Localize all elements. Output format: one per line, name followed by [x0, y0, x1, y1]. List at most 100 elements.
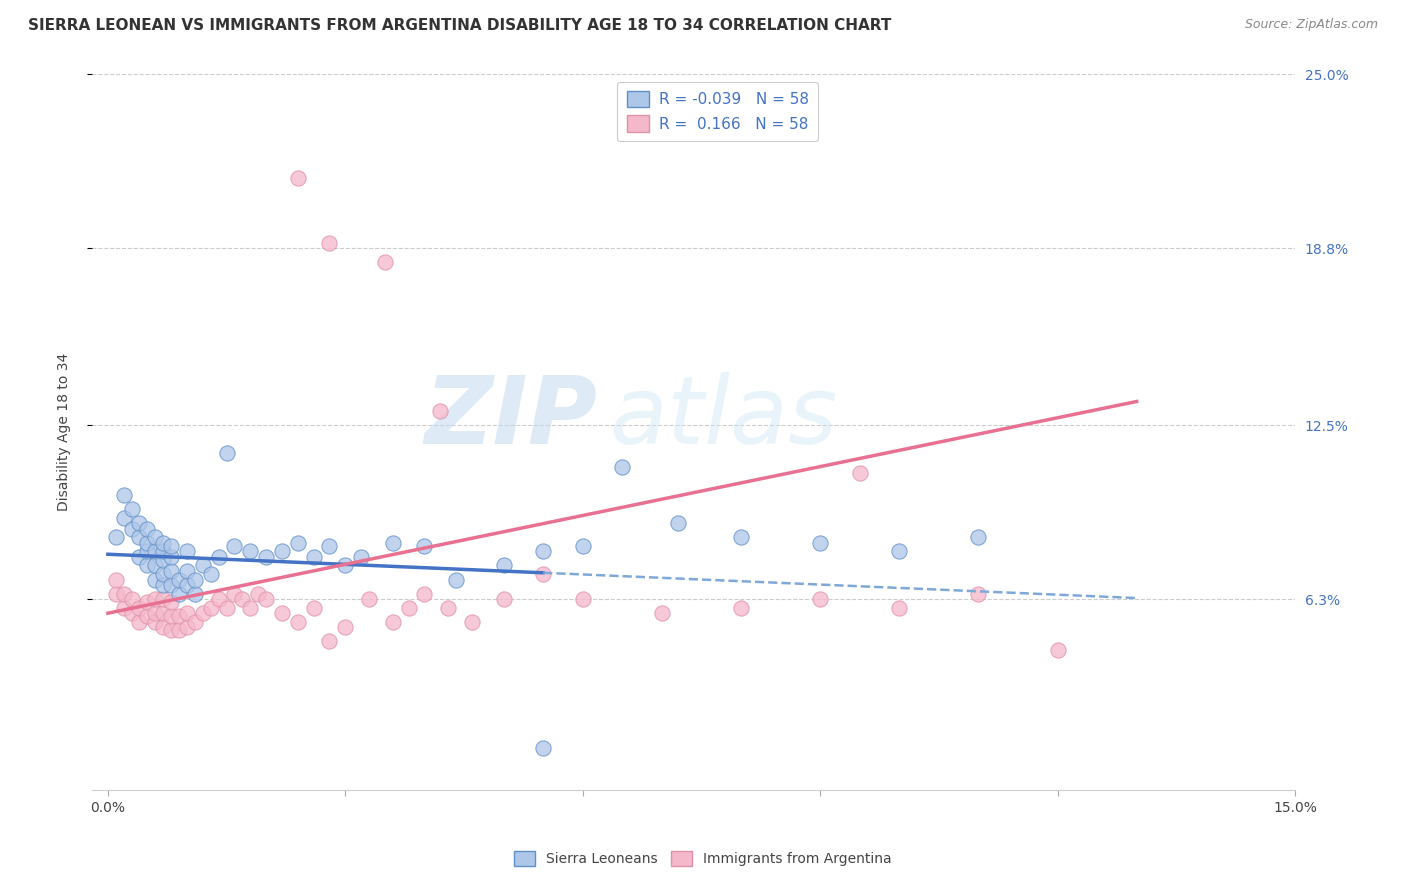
- Point: [271, 544, 294, 558]
- Point: [112, 600, 135, 615]
- Point: [184, 615, 207, 629]
- Point: [152, 578, 174, 592]
- Point: [143, 606, 166, 620]
- Point: [167, 586, 190, 600]
- Point: [254, 549, 277, 564]
- Text: atlas: atlas: [609, 372, 838, 463]
- Point: [200, 566, 222, 581]
- Point: [191, 606, 214, 620]
- Point: [136, 558, 159, 573]
- Point: [167, 573, 190, 587]
- Point: [176, 578, 198, 592]
- Point: [224, 539, 246, 553]
- Point: [357, 592, 380, 607]
- Point: [160, 595, 183, 609]
- Point: [176, 606, 198, 620]
- Point: [254, 592, 277, 607]
- Point: [215, 446, 238, 460]
- Point: [287, 536, 309, 550]
- Text: ZIP: ZIP: [425, 372, 598, 464]
- Point: [350, 549, 373, 564]
- Text: Source: ZipAtlas.com: Source: ZipAtlas.com: [1244, 18, 1378, 31]
- Point: [208, 592, 231, 607]
- Point: [152, 566, 174, 581]
- Point: [208, 549, 231, 564]
- Point: [200, 600, 222, 615]
- Point: [160, 549, 183, 564]
- Point: [374, 255, 396, 269]
- Point: [143, 592, 166, 607]
- Point: [121, 522, 143, 536]
- Point: [413, 539, 436, 553]
- Point: [121, 502, 143, 516]
- Point: [160, 623, 183, 637]
- Point: [152, 553, 174, 567]
- Point: [104, 573, 127, 587]
- Point: [176, 564, 198, 578]
- Point: [492, 558, 515, 573]
- Point: [318, 539, 340, 553]
- Point: [461, 615, 484, 629]
- Point: [128, 615, 150, 629]
- Point: [152, 544, 174, 558]
- Point: [271, 606, 294, 620]
- Y-axis label: Disability Age 18 to 34: Disability Age 18 to 34: [58, 353, 72, 511]
- Point: [128, 600, 150, 615]
- Point: [104, 586, 127, 600]
- Point: [136, 609, 159, 624]
- Legend: Sierra Leoneans, Immigrants from Argentina: Sierra Leoneans, Immigrants from Argenti…: [509, 846, 897, 871]
- Point: [381, 536, 404, 550]
- Point: [231, 592, 253, 607]
- Point: [531, 544, 554, 558]
- Point: [104, 530, 127, 544]
- Point: [730, 530, 752, 544]
- Point: [239, 544, 262, 558]
- Point: [318, 634, 340, 648]
- Point: [612, 460, 634, 475]
- Point: [143, 573, 166, 587]
- Point: [398, 600, 420, 615]
- Point: [335, 558, 357, 573]
- Point: [318, 235, 340, 250]
- Point: [302, 549, 325, 564]
- Point: [160, 539, 183, 553]
- Point: [152, 620, 174, 634]
- Point: [121, 606, 143, 620]
- Point: [136, 544, 159, 558]
- Point: [143, 615, 166, 629]
- Point: [571, 592, 593, 607]
- Point: [413, 586, 436, 600]
- Point: [128, 530, 150, 544]
- Point: [176, 620, 198, 634]
- Point: [143, 544, 166, 558]
- Point: [381, 615, 404, 629]
- Point: [531, 566, 554, 581]
- Point: [492, 592, 515, 607]
- Point: [184, 573, 207, 587]
- Point: [889, 544, 911, 558]
- Point: [429, 404, 451, 418]
- Point: [651, 606, 673, 620]
- Point: [176, 544, 198, 558]
- Point: [224, 586, 246, 600]
- Point: [128, 549, 150, 564]
- Point: [808, 592, 831, 607]
- Point: [247, 586, 270, 600]
- Point: [136, 522, 159, 536]
- Point: [112, 510, 135, 524]
- Point: [184, 586, 207, 600]
- Point: [167, 623, 190, 637]
- Point: [437, 600, 460, 615]
- Point: [287, 615, 309, 629]
- Point: [889, 600, 911, 615]
- Point: [112, 488, 135, 502]
- Point: [191, 558, 214, 573]
- Text: SIERRA LEONEAN VS IMMIGRANTS FROM ARGENTINA DISABILITY AGE 18 TO 34 CORRELATION : SIERRA LEONEAN VS IMMIGRANTS FROM ARGENT…: [28, 18, 891, 33]
- Point: [967, 530, 990, 544]
- Point: [112, 586, 135, 600]
- Point: [160, 564, 183, 578]
- Point: [160, 578, 183, 592]
- Point: [136, 595, 159, 609]
- Point: [848, 466, 870, 480]
- Point: [128, 516, 150, 531]
